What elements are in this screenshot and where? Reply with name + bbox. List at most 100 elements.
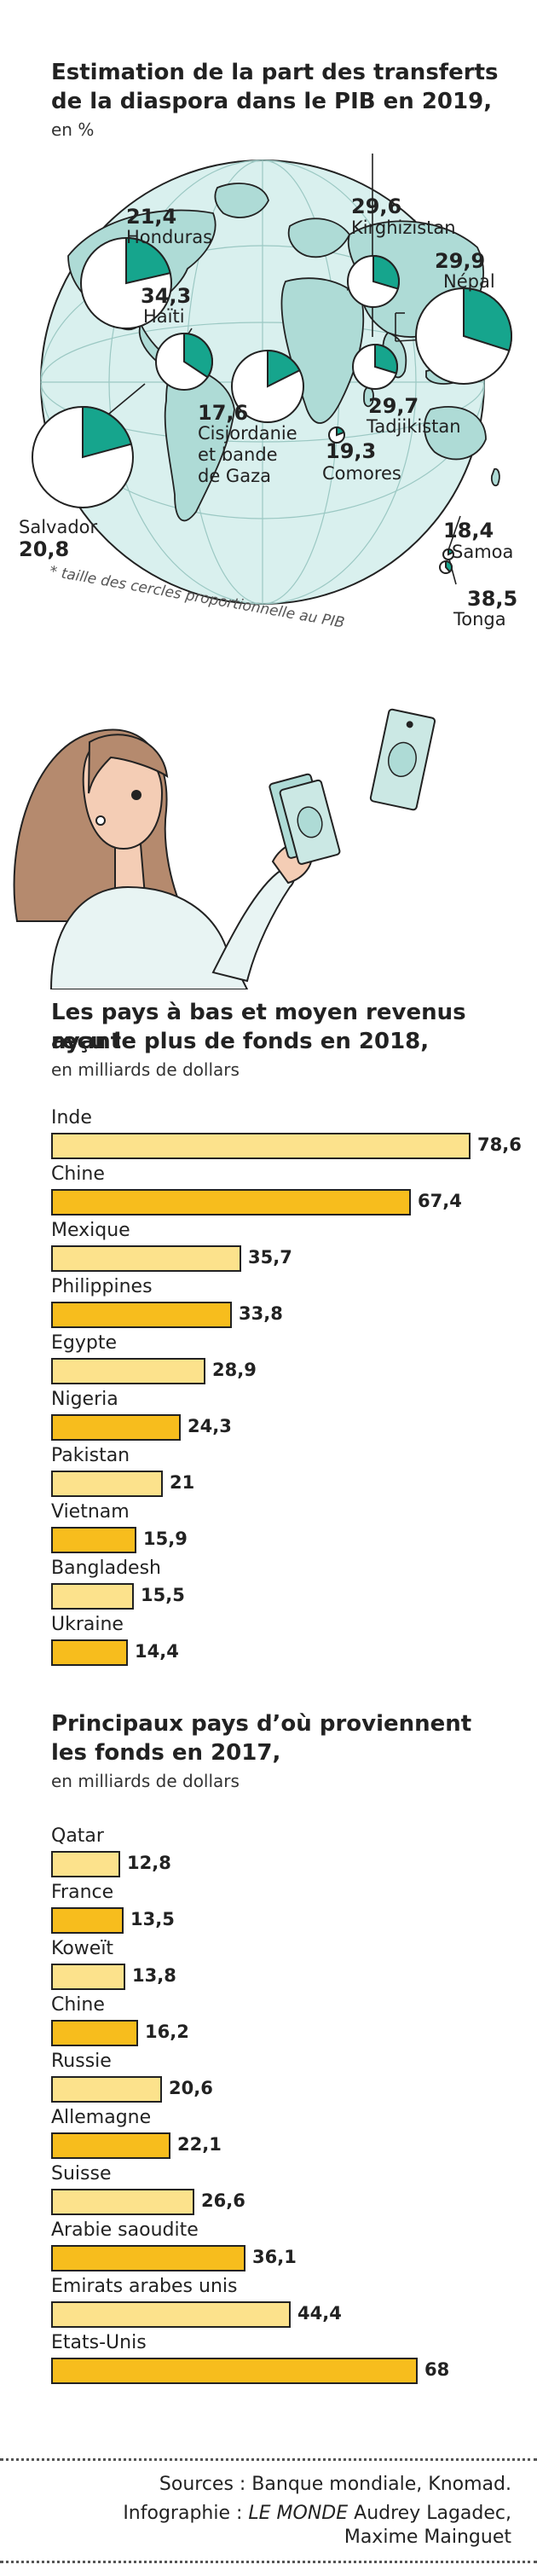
- pie-kirghizistan: [347, 254, 400, 308]
- bar: [51, 2245, 245, 2271]
- footer-credit-paper: LE MONDE: [248, 2503, 349, 2524]
- bar: [51, 1583, 134, 1610]
- bar-value-label: 26,6: [201, 2190, 245, 2211]
- pie-samoa: [442, 548, 454, 560]
- label-cisjordanie-value: 17,6: [198, 401, 249, 425]
- bar: [51, 1302, 232, 1328]
- label-comores-value: 19,3: [326, 439, 377, 463]
- pie-salvador: [32, 405, 134, 508]
- pie-wedge: [374, 343, 398, 374]
- bar-value-label: 12,8: [127, 1853, 171, 1873]
- bar: [51, 2132, 170, 2159]
- footer-credit-authors: Audrey Lagadec,: [348, 2503, 511, 2524]
- label-samoa-name: Samoa: [452, 542, 514, 562]
- label-salvador-name: Salvador: [19, 517, 98, 537]
- bar-value-label: 24,3: [188, 1416, 232, 1436]
- bar: [51, 2189, 194, 2215]
- pie-wedge: [82, 405, 133, 459]
- pie-honduras: [80, 236, 172, 329]
- label-tonga-name: Tonga: [453, 609, 506, 629]
- bar: [51, 1414, 181, 1441]
- pie-cisjordanie: [231, 349, 304, 423]
- pie-comores: [328, 426, 345, 444]
- pie-wedge: [463, 287, 512, 352]
- label-tadjikistan-name: Tadjikistan: [367, 416, 461, 437]
- bar-category-label: Vietnam: [51, 1501, 130, 1523]
- bar-category-label: Allemagne: [51, 2107, 152, 2128]
- label-haiti-name: Haïti: [143, 306, 185, 327]
- bar-category-label: Emirats arabes unis: [51, 2276, 238, 2297]
- footer-divider-bottom: [0, 2561, 537, 2563]
- bar-category-label: Arabie saoudite: [51, 2219, 199, 2241]
- footer-credit-prefix: Infographie :: [123, 2503, 249, 2524]
- pie-wedge: [445, 560, 453, 573]
- bar: [51, 1358, 205, 1384]
- pie-wedge: [267, 349, 301, 388]
- bar-category-label: Chine: [51, 1163, 105, 1185]
- bar: [51, 1907, 124, 1934]
- bar: [51, 2076, 162, 2103]
- bar-value-label: 21: [170, 1472, 195, 1493]
- bar: [51, 1471, 163, 1497]
- pie-tonga: [439, 560, 453, 574]
- chart2-title-line2: les fonds en 2017,: [51, 1740, 281, 1766]
- bar-category-label: Ukraine: [51, 1614, 124, 1635]
- bar: [51, 1245, 241, 1272]
- bar-value-label: 15,9: [143, 1529, 188, 1549]
- earring-icon: [95, 815, 106, 826]
- bar-category-label: Nigeria: [51, 1389, 118, 1410]
- bar-value-label: 22,1: [177, 2134, 222, 2155]
- bar-value-label: 20,6: [169, 2078, 213, 2098]
- bar-value-label: 15,5: [141, 1585, 185, 1605]
- map-title-line1: Estimation de la part des transferts: [51, 60, 499, 85]
- bar-category-label: Bangladesh: [51, 1558, 161, 1579]
- label-tadjikistan-value: 29,7: [368, 394, 419, 418]
- bar: [51, 1189, 411, 1215]
- label-honduras-name: Honduras: [126, 227, 213, 247]
- world-globe-map: [32, 154, 512, 605]
- label-salvador-value: 20,8: [19, 537, 70, 561]
- bar: [51, 1639, 128, 1666]
- label-tonga-value: 38,5: [467, 587, 518, 611]
- bar: [51, 2020, 138, 2046]
- chart2-subtitle: en milliards de dollars: [51, 1771, 240, 1791]
- bar-value-label: 13,8: [132, 1965, 176, 1986]
- bar-category-label: Russie: [51, 2051, 112, 2072]
- shirt-icon: [49, 885, 249, 989]
- bar-value-label: 67,4: [418, 1191, 462, 1211]
- label-nepal-value: 29,9: [435, 249, 486, 273]
- footer-credit-line1: Infographie : LE MONDE Audrey Lagadec,: [123, 2503, 511, 2524]
- bar-value-label: 33,8: [239, 1303, 283, 1324]
- bar-value-label: 36,1: [252, 2247, 297, 2267]
- chart2-title-line1: Principaux pays d’où proviennent: [51, 1711, 472, 1737]
- label-honduras-value: 21,4: [126, 205, 177, 229]
- bar: [51, 1851, 120, 1877]
- pie-wedge: [372, 254, 400, 290]
- map-title-line2: de la diaspora dans le PIB en 2019,: [51, 89, 493, 114]
- bar: [51, 1527, 136, 1553]
- map-subtitle: en %: [51, 119, 95, 140]
- chart1-title-line2: reçu le plus de fonds en 2018,: [51, 1029, 430, 1054]
- bar-value-label: 13,5: [130, 1909, 175, 1929]
- bar: [51, 2301, 291, 2328]
- bar-category-label: Chine: [51, 1994, 105, 2016]
- bar: [51, 2358, 418, 2384]
- bar-category-label: Philippines: [51, 1276, 153, 1297]
- floating-banknote-icon: [369, 708, 436, 811]
- bar-category-label: Suisse: [51, 2163, 112, 2184]
- bar-value-label: 68: [424, 2359, 450, 2380]
- banknote-stack-icon: [268, 773, 341, 865]
- woman-banknotes-illustration: [13, 708, 436, 989]
- bar-value-label: 14,4: [135, 1641, 179, 1662]
- pie-wedge: [448, 548, 454, 556]
- footer-sources: Sources : Banque mondiale, Knomad.: [159, 2474, 511, 2495]
- chart1-title-line1: Les pays à bas et moyen revenus ayant: [51, 1000, 466, 1054]
- bar-category-label: France: [51, 1882, 114, 1903]
- label-nepal-name: Népal: [443, 271, 495, 292]
- label-cisjordanie-line3: de Gaza: [198, 466, 271, 486]
- footer-divider-top: [0, 2458, 537, 2461]
- label-haiti-value: 34,3: [141, 284, 192, 308]
- bar-category-label: Koweït: [51, 1938, 114, 1959]
- chart1-subtitle: en milliards de dollars: [51, 1059, 240, 1080]
- pie-wedge: [183, 332, 213, 379]
